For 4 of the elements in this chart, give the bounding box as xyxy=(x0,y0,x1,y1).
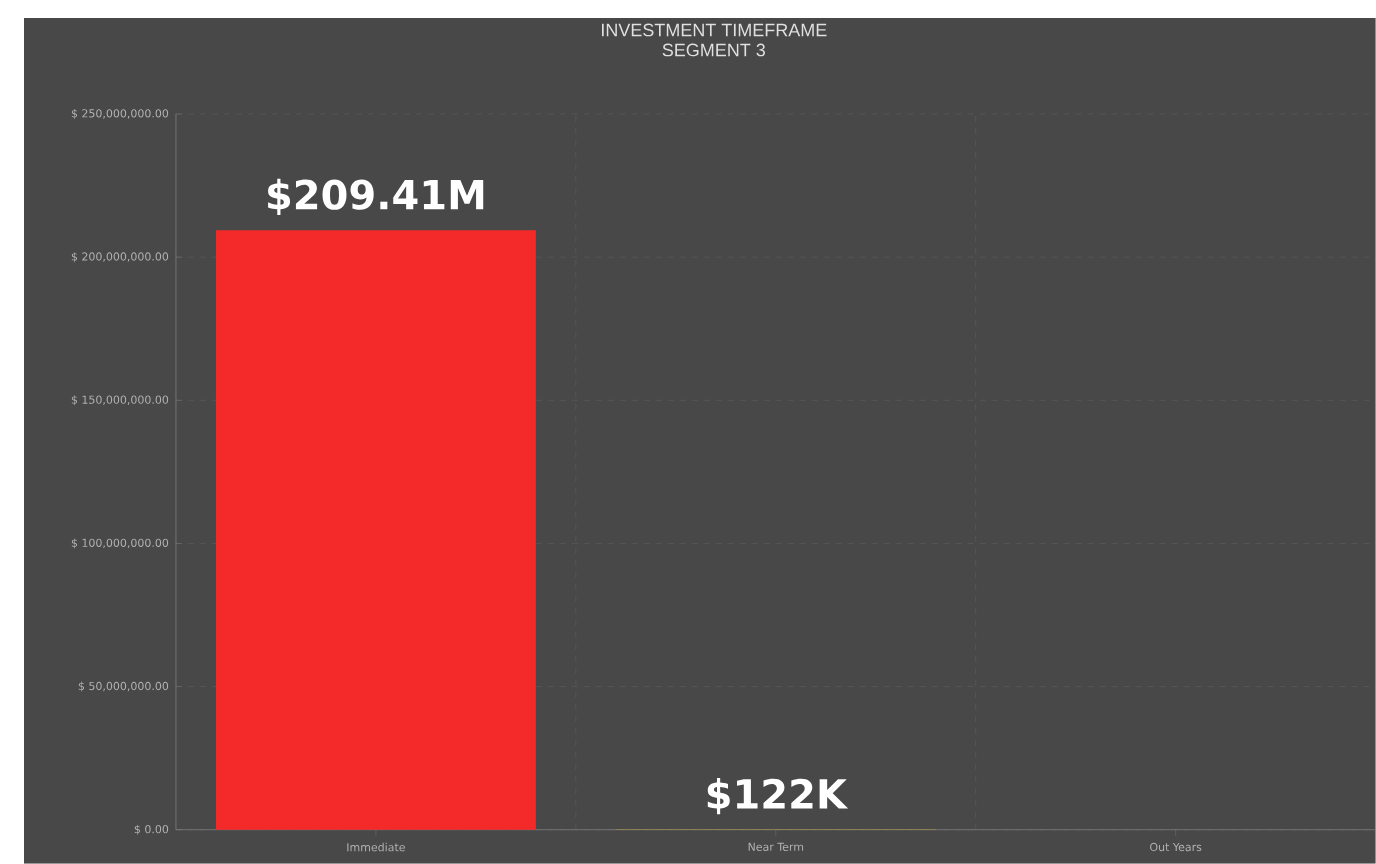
chart-subtitle: SEGMENT 3 xyxy=(662,43,765,57)
data-label: $209.41M xyxy=(268,178,484,216)
chart-title: INVESTMENT TIMEFRAME xyxy=(601,23,827,37)
data-label: $122K xyxy=(707,778,849,815)
